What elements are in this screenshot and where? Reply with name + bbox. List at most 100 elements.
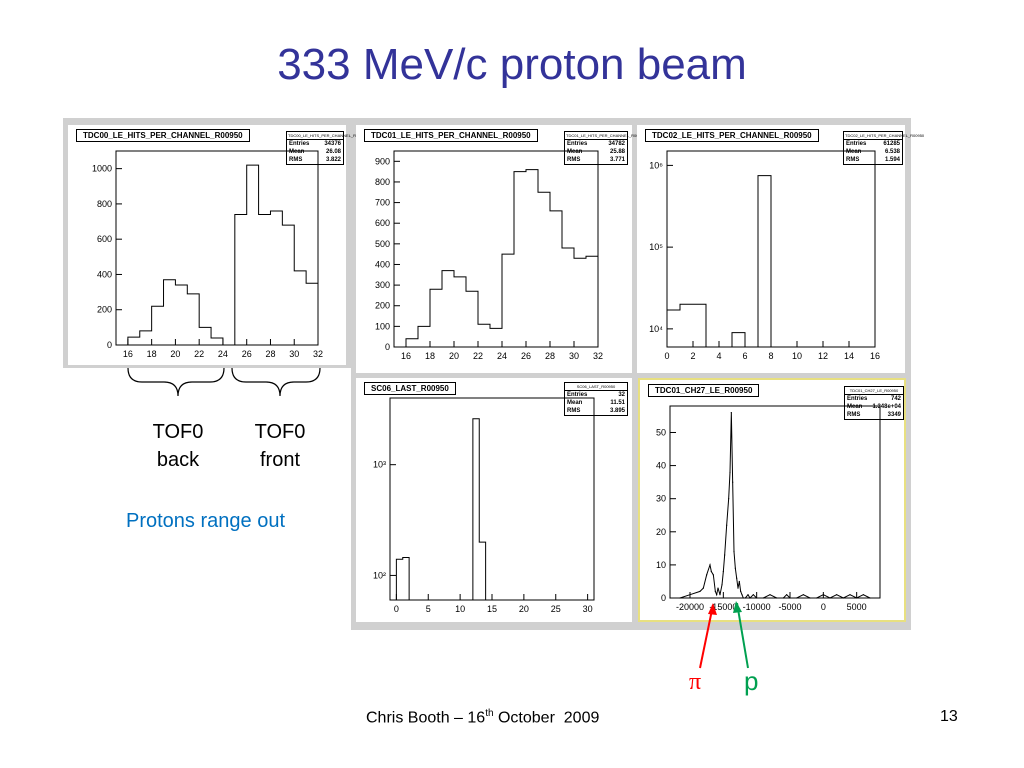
- data-point: [689, 594, 691, 596]
- x-tick-label: 0: [821, 602, 826, 612]
- stats-key: RMS: [567, 408, 581, 414]
- y-tick-label: 300: [375, 280, 390, 290]
- y-tick-label: 200: [97, 305, 112, 315]
- stats-key: Entries: [289, 141, 310, 147]
- data-point: [809, 597, 811, 599]
- stats-value: 3349: [887, 412, 901, 418]
- stats-row: RMS 1.594: [844, 156, 902, 164]
- stats-row: RMS 3.771: [565, 156, 627, 164]
- data-point: [721, 584, 723, 586]
- data-point: [786, 594, 788, 596]
- histogram-bin: [247, 165, 259, 345]
- data-point: [789, 597, 791, 599]
- data-point: [747, 594, 749, 596]
- histogram-bin: [514, 172, 526, 347]
- histogram-panel-sc06: SC06_LAST_R00950 SC06_LAST_R00950 Entries 3…: [356, 378, 632, 622]
- x-tick-label: 24: [497, 351, 507, 361]
- histogram-bin: [396, 559, 402, 600]
- histogram-bin: [152, 306, 164, 345]
- y-tick-label: 800: [97, 199, 112, 209]
- p-label: p: [744, 666, 759, 696]
- stats-value: 1.594: [884, 157, 900, 163]
- x-tick-label: 12: [818, 351, 828, 361]
- data-point: [699, 590, 701, 592]
- data-point: [849, 594, 851, 596]
- histogram-bin: [270, 211, 282, 345]
- data-point: [733, 551, 735, 553]
- y-tick-label: 40: [656, 461, 666, 471]
- y-tick-label: 50: [656, 427, 666, 437]
- stats-box: TDC00_LE_HITS_PER_CHANNEL_R00950 Entries 3…: [286, 131, 368, 165]
- stats-key: RMS: [846, 157, 860, 163]
- x-tick-label: 16: [401, 351, 411, 361]
- data-point: [869, 597, 871, 599]
- histogram-bin: [259, 214, 271, 345]
- data-point: [738, 580, 740, 583]
- x-tick-label: 30: [289, 349, 299, 359]
- histogram-bin: [175, 285, 187, 345]
- x-tick-label: 16: [123, 349, 133, 359]
- stats-row: Entries 32: [565, 391, 627, 399]
- y-tick-label: 900: [375, 156, 390, 166]
- histogram-bin: [478, 324, 490, 347]
- x-tick-label: 20: [449, 351, 459, 361]
- footer-author: Chris Booth – 16th October 2009: [366, 708, 599, 727]
- histogram-bin: [406, 339, 418, 347]
- histogram-bin: [466, 291, 478, 347]
- data-point: [728, 498, 730, 500]
- histogram-bin: [164, 280, 176, 345]
- panel-title: SC06_LAST_R00950: [364, 382, 456, 395]
- stats-value: 3.822: [325, 157, 341, 163]
- data-point: [714, 590, 716, 592]
- data-point: [722, 570, 724, 573]
- histogram-bin: [282, 225, 294, 345]
- stats-row: Entries 34782: [565, 140, 627, 148]
- stats-row: Entries 61285: [844, 140, 902, 148]
- data-point: [709, 564, 711, 566]
- stats-value: 34376: [324, 141, 341, 147]
- stats-header: TDC02_LE_HITS_PER_CHANNEL_R00950: [844, 133, 925, 140]
- x-tick-label: 30: [569, 351, 579, 361]
- data-point: [796, 597, 798, 599]
- x-tick-label: 25: [551, 604, 561, 614]
- data-point: [741, 594, 743, 596]
- data-point: [719, 594, 721, 596]
- x-tick-label: 10: [792, 351, 802, 361]
- x-tick-label: 32: [593, 351, 603, 361]
- stats-header: TDC00_LE_HITS_PER_CHANNEL_R00950: [287, 133, 368, 140]
- data-point: [726, 524, 728, 526]
- x-tick-label: 2: [690, 351, 695, 361]
- stats-key: Mean: [289, 149, 305, 155]
- histogram-steps: [394, 169, 599, 348]
- histogram-steps: [116, 164, 319, 346]
- histogram-bin: [430, 289, 442, 347]
- x-tick-label: 22: [473, 351, 483, 361]
- data-point: [749, 597, 751, 599]
- stats-key: Mean: [847, 404, 863, 410]
- stats-row: Mean 26.08: [287, 148, 343, 156]
- y-tick-label: 0: [385, 342, 390, 352]
- y-tick-label: 0: [661, 593, 666, 603]
- y-tick-label: 10: [656, 560, 666, 570]
- y-tick-label: 0: [107, 340, 112, 350]
- data-point: [822, 594, 824, 596]
- slide-title: 333 MeV/c proton beam: [277, 40, 747, 89]
- chart-svg: 0 5 10 15 20 25 30 10² 10³: [373, 397, 595, 614]
- histogram-bin: [667, 310, 680, 347]
- histogram-bin: [562, 248, 574, 347]
- x-tick-label: 10: [455, 604, 465, 614]
- tof0-back-label: TOF0 back: [128, 418, 228, 474]
- data-point: [856, 597, 858, 599]
- histogram-bin: [187, 294, 199, 345]
- stats-row: RMS 3.822: [287, 156, 343, 164]
- x-tick-label: -5000: [778, 602, 801, 612]
- histogram-steps: [666, 175, 772, 347]
- x-tick-label: -20000: [676, 602, 704, 612]
- data-point: [730, 412, 732, 414]
- data-point: [706, 574, 708, 576]
- data-point: [816, 597, 818, 599]
- histogram-bin: [454, 277, 466, 347]
- x-tick-label: 6: [742, 351, 747, 361]
- histogram-bin: [140, 331, 152, 345]
- stats-header: TDC01_LE_HITS_PER_CHANNEL_R00950: [565, 133, 646, 140]
